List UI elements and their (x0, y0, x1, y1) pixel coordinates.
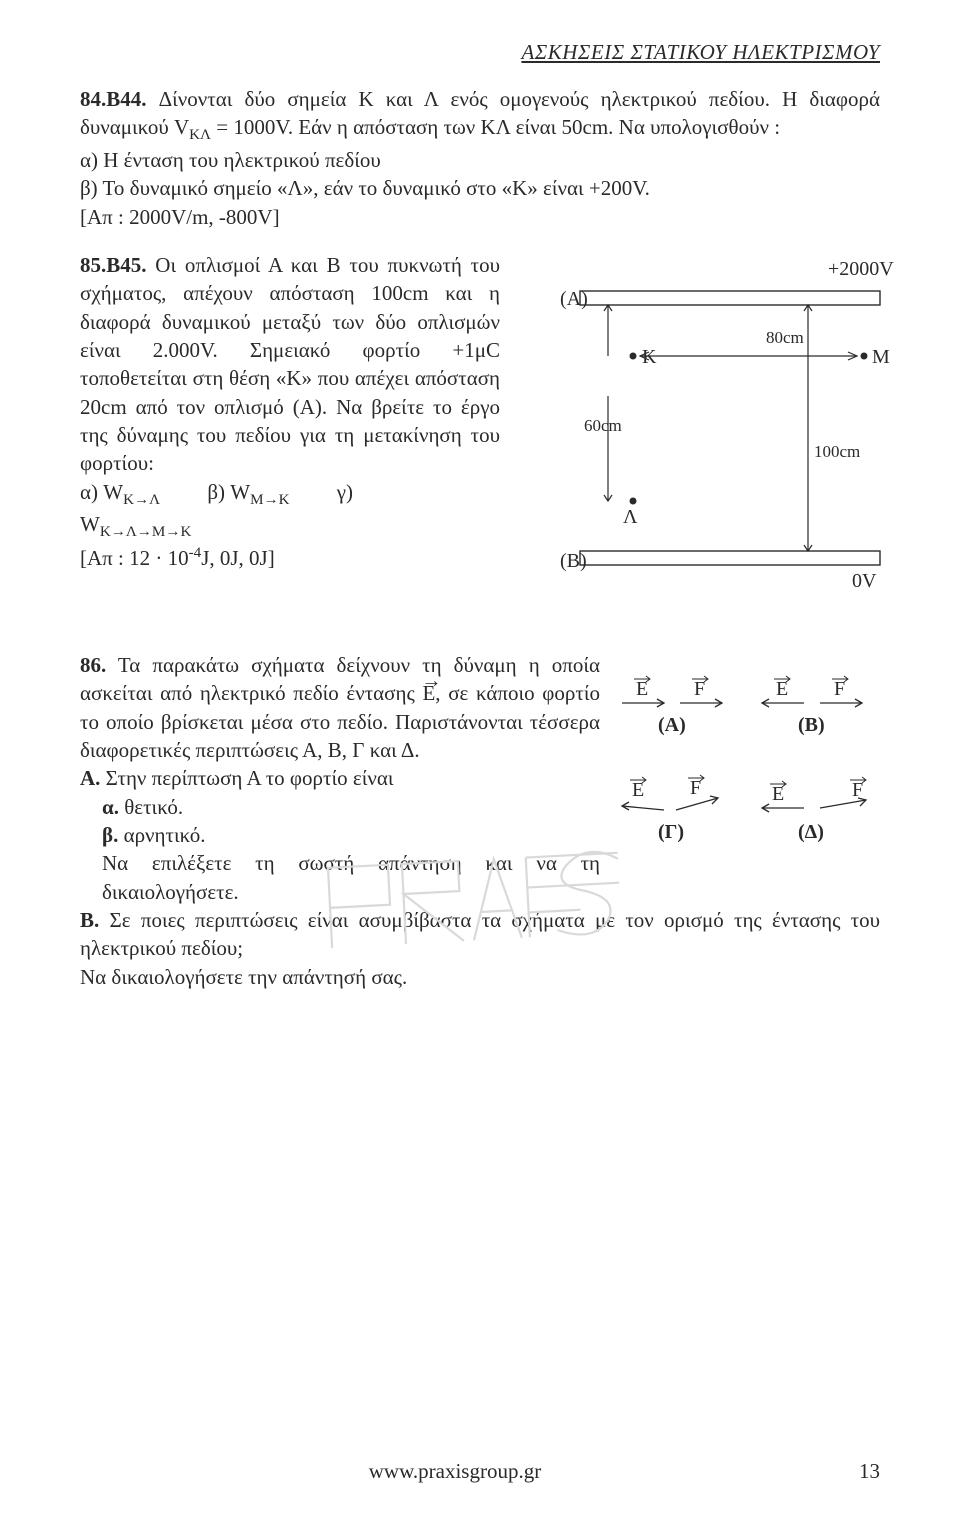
ex86-A-head: Α. (80, 766, 100, 790)
label-60cm: 60cm (584, 416, 622, 435)
ex84-ans: [Απ : 2000V/m, -800V] (80, 203, 880, 231)
capacitor-diagram: (A) (B) Κ Λ Μ 60cm 80cm 100cm +2000V 0V (518, 251, 898, 591)
schema-A-E: E (636, 678, 648, 700)
plate-bottom (580, 551, 880, 565)
ex86-B-body: Σε ποιες περιπτώσεις είναι ασυμβίβαστα τ… (80, 908, 880, 960)
ex85-diagram-col: (A) (B) Κ Λ Μ 60cm 80cm 100cm +2000V 0V (518, 251, 898, 591)
ex84-sub: ΚΛ (189, 128, 211, 144)
schema-B-label: (B) (798, 714, 825, 736)
label-A: (A) (560, 288, 588, 310)
ex86-A-a-txt: θετικό. (119, 795, 183, 819)
label-B: (B) (560, 550, 587, 572)
schema-D-label: (Δ) (798, 821, 824, 843)
ex86-block: E F (A) E (80, 651, 880, 991)
ex84-b: β) Το δυναμικό σημείο «Λ», εάν το δυναμι… (80, 174, 880, 202)
page: ΑΣΚΗΣΕΙΣ ΣΤΑΤΙΚΟΥ ΗΛΕΚΤΡΙΣΜΟΥ 84.B44. Δί… (0, 0, 960, 1520)
schema-B: E F (B) (750, 657, 880, 752)
label-100cm: 100cm (814, 442, 860, 461)
ex86-A-a: α. (102, 795, 119, 819)
ex84-a: α) Η ένταση του ηλεκτρικού πεδίου (80, 146, 880, 174)
ex86-B-just: Να δικαιολογήσετε την απάντησή σας. (80, 963, 880, 991)
plate-top (580, 291, 880, 305)
ex85-tag: 85.B45. (80, 253, 147, 277)
point-L (630, 497, 637, 504)
ex85-body1: Οι οπλισμοί Α και Β του πυκνωτή του σχήμ… (80, 253, 500, 475)
schema-set: E F (A) E (610, 657, 880, 867)
ex86-A-b-txt: αρνητικό. (118, 823, 205, 847)
ex86-B-head: Β. (80, 908, 99, 932)
ex85-ans-end: J, 0J, 0J] (201, 546, 275, 570)
schema-G-label: (Γ) (658, 821, 684, 843)
footer: www.praxisgroup.gr 13 (80, 1459, 880, 1484)
point-K (630, 352, 637, 359)
schema-G-F: F (690, 777, 701, 799)
footer-page: 13 (830, 1459, 880, 1484)
ex84-para: 84.B44. Δίνονται δύο σημεία Κ και Λ ενός… (80, 85, 880, 146)
vec-E-inline: →E (422, 679, 435, 707)
ex85-c-lbl: γ) (337, 480, 353, 504)
ex85-ans-sup: -4 (189, 545, 202, 561)
schema-A: E F (A) (610, 657, 740, 752)
point-M (861, 352, 868, 359)
ex86-A-body: Στην περίπτωση Α το φορτίο είναι (100, 766, 393, 790)
ex85-c2: W (80, 512, 100, 536)
label-vtop: +2000V (828, 258, 894, 280)
schema-B-F: F (834, 678, 845, 700)
ex85-b-lbl: β) W (207, 480, 250, 504)
label-M: Μ (872, 346, 890, 368)
schema-A-F: F (694, 678, 705, 700)
ex85-ans-mid: · (155, 546, 162, 570)
ex85-a-lbl: α) W (80, 480, 123, 504)
label-80cm: 80cm (766, 328, 804, 347)
schema-D-E: E (772, 783, 784, 805)
ex86-tag: 86. (80, 653, 106, 677)
ex85-a-sub: Κ→Λ (123, 492, 160, 508)
ex85-text: 85.B45. Οι οπλισμοί Α και Β του πυκνωτή … (80, 251, 500, 591)
footer-url: www.praxisgroup.gr (80, 1459, 830, 1484)
ex86-A-b: β. (102, 823, 118, 847)
ex85-c2-sub: Κ→Λ→M→K (100, 525, 192, 541)
schema-A-label: (A) (658, 714, 686, 736)
schema-G: E F (Γ) (610, 762, 740, 857)
ex84-tag: 84.B44. (80, 87, 147, 111)
schema-B-E: E (776, 678, 788, 700)
ex85-row: 85.B45. Οι οπλισμοί Α και Β του πυκνωτή … (80, 251, 880, 591)
label-vbot: 0V (852, 570, 877, 591)
ex85-b-sub: M→K (250, 492, 289, 508)
ex84-body2: = 1000V. Εάν η απόσταση των ΚΛ είναι 50c… (211, 115, 780, 139)
capacitor-svg: (A) (B) Κ Λ Μ 60cm 80cm 100cm +2000V 0V (518, 251, 898, 591)
label-K: Κ (642, 346, 657, 368)
schema-G-E: E (632, 779, 644, 801)
page-header: ΑΣΚΗΣΕΙΣ ΣΤΑΤΙΚΟΥ ΗΛΕΚΤΡΙΣΜΟΥ (80, 40, 880, 65)
ex85-ans-pre: [Απ : 12 (80, 546, 155, 570)
schema-D-F: F (852, 779, 863, 801)
label-L: Λ (623, 506, 638, 528)
schema-D: E F (Δ) (750, 762, 880, 857)
